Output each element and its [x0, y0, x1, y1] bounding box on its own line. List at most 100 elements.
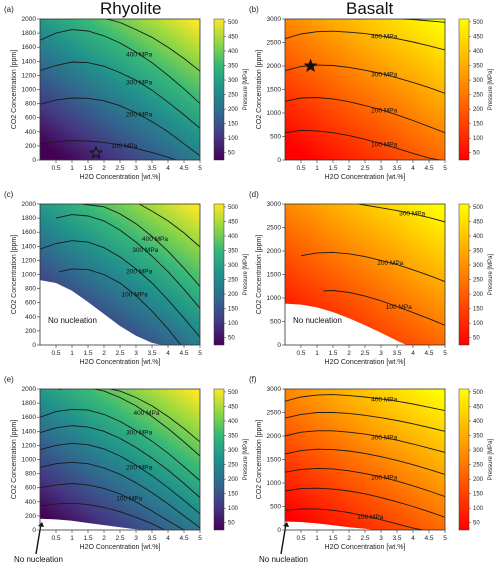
- colorbar-label: Pressure [MPa]: [243, 439, 249, 481]
- colorbar-tick-label: 250: [473, 278, 484, 284]
- colorbar-tick-label: 100: [228, 506, 239, 512]
- panel-letter: (a): [4, 5, 14, 14]
- colorbar-tick-label: 200: [228, 477, 239, 483]
- y-tick-label: 1000: [267, 295, 282, 302]
- panel-letter: (c): [4, 190, 14, 199]
- y-tick-label: 600: [25, 485, 36, 492]
- x-tick-label: 1.5: [83, 165, 92, 172]
- y-tick-label: 500: [270, 319, 281, 326]
- x-tick-label: 5: [443, 535, 447, 542]
- colorbar-tick-label: 450: [228, 34, 239, 40]
- contour-label: 300 MPa: [132, 247, 158, 254]
- no-nucleation-label: No nucleation: [259, 555, 308, 564]
- y-tick-label: 1800: [22, 30, 37, 37]
- colorbar: [213, 18, 225, 161]
- contour-label: 400 MPa: [371, 396, 397, 403]
- x-tick-label: 1: [70, 165, 74, 172]
- contour-line: [285, 448, 445, 475]
- contour-label: 200 MPa: [377, 260, 403, 267]
- y-tick-label: 0: [277, 527, 281, 534]
- x-tick-label: 3.5: [147, 535, 156, 542]
- heatmap-field: [40, 19, 200, 160]
- x-tick-label: 2: [347, 350, 351, 357]
- colorbar-tick-label: 50: [228, 151, 235, 157]
- y-tick-label: 1000: [22, 87, 37, 94]
- y-tick-label: 2500: [267, 40, 282, 47]
- contour-label: 200 MPa: [126, 464, 152, 471]
- colorbar-tick-label: 400: [228, 49, 239, 55]
- y-tick-label: 1400: [22, 58, 37, 65]
- chart-panel-d: 100 MPa 200 MPa 300 MPa No nucleation 0.5 1 1.…: [249, 190, 494, 366]
- contour-line: [40, 97, 200, 157]
- contour-line: [138, 204, 200, 248]
- colorbar-tick-label: 350: [228, 64, 239, 70]
- y-axis-label: CO2 Concentration [ppm]: [256, 420, 263, 499]
- x-tick-label: 5: [198, 350, 202, 357]
- contour-line: [285, 97, 445, 134]
- colorbar-tick-label: 400: [473, 49, 484, 55]
- x-tick-label: 4: [166, 165, 170, 172]
- contour-label: 100 MPa: [111, 143, 137, 150]
- x-tick-label: 4.5: [424, 165, 433, 172]
- y-tick-label: 0: [32, 157, 36, 164]
- colorbar-tick-label: 200: [228, 292, 239, 298]
- x-tick-label: 5: [198, 535, 202, 542]
- contour-line: [285, 412, 445, 432]
- y-axis-label: CO2 Concentration [ppm]: [11, 50, 18, 129]
- contour-line: [40, 442, 200, 515]
- chart-panel-f: 100 MPa 200 MPa 300 MPa 400 MPa No nucleatio…: [249, 375, 494, 564]
- y-tick-label: 1400: [22, 428, 37, 435]
- x-axis-label: H2O Concentration [wt.%]: [80, 544, 161, 551]
- y-axis-label: CO2 Concentration [ppm]: [256, 50, 263, 129]
- colorbar-tick-label: 300: [473, 263, 484, 269]
- chart-panel-c: 100 MPa 200 MPa 300 MPa 400 MPa No nucleatio…: [4, 190, 249, 366]
- colorbar-tick-label: 50: [473, 336, 480, 342]
- y-tick-label: 1600: [22, 44, 37, 51]
- y-tick-label: 1000: [267, 480, 282, 487]
- colorbar-tick-label: 400: [473, 419, 484, 425]
- x-tick-label: 2: [102, 165, 106, 172]
- y-tick-label: 2500: [267, 225, 282, 232]
- contour-label: 300 MPa: [371, 435, 397, 442]
- star-marker: [89, 145, 103, 159]
- y-tick-label: 1500: [267, 87, 282, 94]
- contour-line: [40, 61, 200, 129]
- colorbar-tick-label: 500: [228, 20, 239, 26]
- x-tick-label: 3: [134, 350, 138, 357]
- colorbar-tick-label: 300: [473, 448, 484, 454]
- contour-line: [40, 483, 185, 530]
- x-tick-label: 0.5: [296, 165, 305, 172]
- colorbar-tick-label: 150: [228, 492, 239, 498]
- contour-label: 400 MPa: [371, 33, 397, 40]
- chart-panel-b: 100 MPa 200 MPa 300 MPa 400 MPa 0.5 1 1.5 2 2.5 3…: [249, 5, 494, 181]
- y-tick-label: 2000: [22, 16, 37, 23]
- contour-line: [285, 430, 445, 453]
- colorbar-tick-label: 150: [473, 492, 484, 498]
- panel-letter: (e): [4, 375, 14, 384]
- y-tick-label: 600: [25, 115, 36, 122]
- x-axis-label: H2O Concentration [wt.%]: [325, 544, 406, 551]
- colorbar-tick-label: 450: [473, 219, 484, 225]
- colorbar-tick-label: 400: [473, 234, 484, 240]
- heatmap-field: [285, 389, 445, 530]
- no-nucleation-label: No nucleation: [14, 555, 63, 564]
- colorbar-tick-label: 200: [228, 107, 239, 113]
- x-tick-label: 4: [166, 535, 170, 542]
- colorbar-tick-label: 200: [473, 292, 484, 298]
- x-tick-label: 3: [379, 350, 383, 357]
- contour-label: 100 MPa: [122, 292, 148, 299]
- colorbar-tick-label: 50: [228, 336, 235, 342]
- x-tick-label: 1.5: [328, 350, 337, 357]
- no-nucleation-label: No nucleation: [48, 316, 97, 325]
- x-tick-label: 1: [315, 535, 319, 542]
- colorbar-tick-label: 100: [473, 136, 484, 142]
- x-tick-label: 4: [166, 350, 170, 357]
- x-tick-label: 1.5: [328, 535, 337, 542]
- no-nucleation-region: [285, 521, 375, 530]
- y-tick-label: 3000: [267, 16, 282, 23]
- colorbar-tick-label: 100: [473, 506, 484, 512]
- y-tick-label: 200: [25, 143, 36, 150]
- x-tick-label: 3: [379, 535, 383, 542]
- y-axis-label: CO2 Concentration [ppm]: [11, 420, 18, 499]
- colorbar-tick-label: 450: [473, 34, 484, 40]
